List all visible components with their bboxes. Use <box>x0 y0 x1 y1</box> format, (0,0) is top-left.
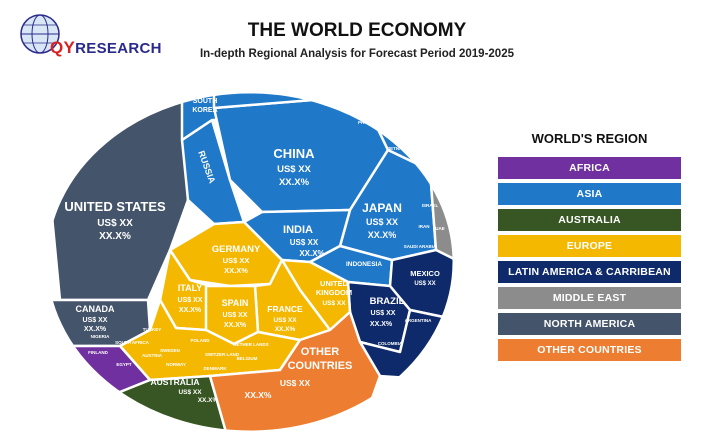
colombia-label: COLOMBIA <box>378 341 403 346</box>
canada-label: CANADA <box>76 304 115 314</box>
brazil-value: US$ XX <box>371 310 396 317</box>
thailand-label: THAILAND <box>225 88 249 93</box>
usa-label: UNITED STATES <box>64 199 166 214</box>
legend-item-europe: EUROPE <box>498 235 681 257</box>
legend-item-other-countries: OTHER COUNTRIES <box>498 339 681 361</box>
canada-value: US$ XX <box>83 317 108 324</box>
other-label-1: OTHER <box>301 346 340 358</box>
belgium-label: BELGIUM <box>237 356 258 361</box>
globe-icon <box>20 14 60 54</box>
other-label-2: COUNTRIES <box>288 360 353 372</box>
france-label: FRANCE <box>267 304 303 314</box>
philippines-label: PHILIPPINES <box>358 120 386 125</box>
germany-share: XX.X% <box>224 266 248 275</box>
israel-label: ISRAEL <box>422 203 439 208</box>
page-title: THE WORLD ECONOMY <box>247 20 467 41</box>
sweden-label: SWEDEN <box>160 348 180 353</box>
other-value: US$ XX <box>280 378 311 388</box>
poland-label: POLAND <box>191 338 211 343</box>
japan-value: US$ XX <box>366 217 398 227</box>
austria-label: AUSTRIA <box>142 353 163 358</box>
denmark-label: DENMARK <box>204 366 228 371</box>
japan-label: JAPAN <box>362 201 402 215</box>
region-legend: AFRICA ASIA AUSTRALIA EUROPE LATIN AMERI… <box>498 157 681 365</box>
france-share: XX.X% <box>275 326 296 333</box>
japan-share: XX.X% <box>368 230 397 240</box>
usa-share: XX.X% <box>99 231 131 242</box>
legend-item-middle-east: MIDDLE EAST <box>498 287 681 309</box>
egypt-label: EGYPT <box>116 362 132 367</box>
mexico-label: MEXICO <box>410 269 440 278</box>
singapore-label: SINGAPORE <box>286 92 313 97</box>
switzerland-label: SWITZER LAND <box>205 352 240 357</box>
finland-label: FINLAND <box>88 350 108 355</box>
legend-item-latin-america: LATIN AMERICA & CARRIBEAN <box>498 261 681 283</box>
south-korea-label-1: SOUTH <box>193 98 218 105</box>
china-share: XX.X% <box>279 177 310 188</box>
germany-label: GERMANY <box>212 244 261 255</box>
south-korea-label-2: KOREA <box>192 107 217 114</box>
italy-share: XX.X% <box>179 307 202 314</box>
south-africa-label: SOUTH AFRICA <box>115 340 150 345</box>
india-share: XX.X% <box>299 249 324 258</box>
china-label: CHINA <box>273 146 315 161</box>
legend-item-australia: AUSTRALIA <box>498 209 681 231</box>
italy-value: US$ XX <box>178 297 203 304</box>
spain-label: SPAIN <box>222 298 249 308</box>
norway-label: NORWAY <box>166 362 186 367</box>
uk-label-1: UNITED <box>320 279 349 288</box>
australia-share: XX.X% <box>198 397 219 404</box>
indonesia-label: INDONESIA <box>346 261 382 268</box>
france-value: US$ XX <box>273 317 297 324</box>
nigeria-label: NIGERIA <box>91 334 111 339</box>
iran-label: IRAN <box>419 224 430 229</box>
brazil-share: XX.X% <box>370 321 393 328</box>
cell-other-countries <box>208 310 382 432</box>
canada-share: XX.X% <box>84 326 107 333</box>
other-share: XX.X% <box>245 390 272 400</box>
australia-label: AUSTRALIA <box>150 377 199 387</box>
logo-wordmark: QYRESEARCH <box>50 38 162 57</box>
usa-value: US$ XX <box>97 218 133 229</box>
uae-label: UAE <box>435 226 445 231</box>
italy-label: ITALY <box>178 283 203 293</box>
legend-item-africa: AFRICA <box>498 157 681 179</box>
saudi-arabia-label: SAUDI ARABIA <box>404 244 437 249</box>
china-value: US$ XX <box>277 164 311 175</box>
malaysia-label: MALAYSIA <box>324 102 348 107</box>
legend-item-north-america: NORTH AMERICA <box>498 313 681 335</box>
uk-value: US$ XX <box>322 300 346 307</box>
legend-item-asia: ASIA <box>498 183 681 205</box>
page-subtitle: In-depth Regional Analysis for Forecast … <box>199 48 514 60</box>
vietnam-label: VIETNAM <box>386 146 407 151</box>
spain-value: US$ XX <box>223 312 248 319</box>
argentina-label: ARGENTINA <box>405 318 432 323</box>
mexico-value: US$ XX <box>414 281 435 287</box>
india-value: US$ XX <box>290 238 319 247</box>
australia-value: US$ XX <box>178 389 202 396</box>
germany-value: US$ XX <box>223 256 250 265</box>
qyresearch-logo: QYRESEARCH <box>10 10 162 57</box>
netherlands-label: NETHER LANDS <box>233 342 268 347</box>
india-label: INDIA <box>283 224 313 236</box>
turkey-label: TURKEY <box>143 327 162 332</box>
uk-label-2: KINGDOM <box>316 288 352 297</box>
spain-share: XX.X% <box>224 322 247 329</box>
legend-title: WORLD'S REGION <box>531 131 648 146</box>
brazil-label: BRAZIL <box>370 296 405 307</box>
hong-kong-label: HONG KONG <box>254 88 283 93</box>
